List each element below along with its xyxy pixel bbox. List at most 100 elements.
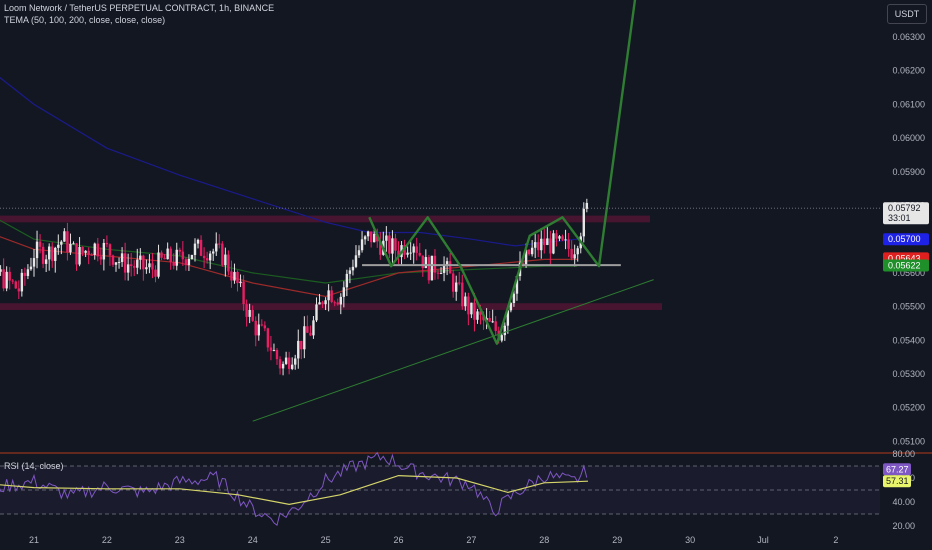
candle-body (278, 359, 282, 369)
candle-countdown-label: 33:01 (888, 213, 911, 223)
candle-body (105, 242, 109, 245)
candle-body (354, 255, 358, 267)
candle-body (154, 269, 157, 277)
candle-body (14, 281, 17, 289)
candle-body (345, 273, 349, 288)
tema-legend[interactable]: TEMA (50, 100, 200, close, close, close) (4, 15, 166, 25)
candle-body (385, 235, 388, 241)
candle-body (537, 242, 540, 251)
candle-body (573, 254, 576, 259)
candle-body (363, 236, 367, 240)
candle-body (546, 238, 549, 246)
rsi-ma-line (0, 474, 589, 506)
candle-body (148, 263, 151, 268)
candle-body (75, 243, 78, 265)
price-tick-label: 0.06000 (892, 133, 925, 143)
candle-body (218, 243, 221, 245)
candle-body (212, 251, 215, 254)
candle-body (60, 241, 63, 245)
candle-body (494, 321, 497, 331)
candle-body (181, 251, 185, 260)
candle-body (151, 263, 154, 270)
candle-body (284, 357, 288, 364)
candle-body (81, 246, 84, 253)
price-badge-label: 0.05643 (888, 253, 921, 263)
price-axis[interactable]: 0.063000.062000.061000.060000.059000.058… (883, 32, 929, 446)
candle-body (108, 244, 112, 256)
candle-body (29, 266, 33, 270)
candle-body (99, 256, 103, 260)
candle-body (558, 236, 561, 239)
candle-body (412, 246, 415, 253)
candle-body (327, 290, 330, 301)
candle-body (415, 246, 418, 253)
candle-body (351, 266, 355, 271)
candle-body (436, 272, 440, 274)
candle-body (242, 281, 245, 305)
candle-body (321, 302, 324, 305)
candle-body (102, 242, 106, 260)
candle-body (20, 272, 24, 292)
rsi-tick-label: 40.00 (892, 497, 915, 507)
price-badge (883, 259, 929, 272)
candle-body (47, 246, 51, 260)
rsi-value-label: 67.27 (886, 464, 909, 474)
price-tick-label: 0.06200 (892, 66, 925, 76)
rsi-legend[interactable]: RSI (14, close) (4, 461, 64, 471)
candle-body (330, 290, 333, 303)
candle-body (227, 254, 230, 272)
candle-body (35, 241, 39, 259)
candle-body (87, 250, 90, 255)
price-zones[interactable] (0, 215, 662, 310)
candle-body (455, 282, 458, 292)
candle-body (576, 248, 579, 255)
candle-body (84, 250, 87, 253)
candle-body (221, 243, 224, 266)
candle-body (117, 261, 121, 263)
candle-body (245, 304, 248, 317)
candle-body (324, 300, 327, 305)
time-tick-label: 26 (393, 535, 403, 545)
rsi-ma-label: 57.31 (886, 476, 909, 486)
candle-body (230, 271, 233, 281)
ascending-trendline (252, 279, 654, 422)
candle-body (114, 262, 118, 265)
candle-body (266, 328, 270, 348)
candle-body (570, 248, 573, 259)
candle-body (464, 296, 467, 307)
candle-body (391, 238, 394, 254)
candle-body (172, 262, 175, 266)
candle-body (309, 332, 312, 336)
candle-body (561, 236, 564, 240)
candle-body (582, 208, 585, 237)
candle-body (533, 242, 537, 248)
candle-body (287, 357, 291, 369)
candle-body (470, 302, 473, 315)
candle-body (145, 267, 148, 270)
pattern-drawing[interactable] (0, 0, 880, 422)
candle-body (163, 257, 166, 260)
candle-body (585, 202, 589, 209)
time-tick-label: 29 (612, 535, 622, 545)
candle-body (17, 288, 21, 292)
candle-body (366, 231, 370, 237)
candle-body (239, 281, 242, 284)
candle-body (2, 269, 5, 289)
candle-body (448, 261, 452, 274)
candle-body (409, 252, 412, 254)
time-axis[interactable]: 21 22 23 24 25 26 27 28 29 30 Jul 2 (29, 535, 838, 545)
candle-body (263, 325, 267, 329)
rsi-tick-label: 80.00 (892, 449, 915, 459)
currency-button[interactable]: USDT (887, 4, 927, 24)
candle-body (379, 241, 382, 255)
price-tick-label: 0.05900 (892, 167, 925, 177)
candle-body (136, 259, 139, 268)
candle-body (357, 250, 361, 256)
symbol-title[interactable]: Loom Network / TetherUS PERPETUAL CONTRA… (4, 3, 275, 13)
candle-body (169, 248, 172, 263)
candle-body (421, 255, 424, 269)
candle-body (57, 244, 60, 248)
candle-body (369, 231, 373, 243)
